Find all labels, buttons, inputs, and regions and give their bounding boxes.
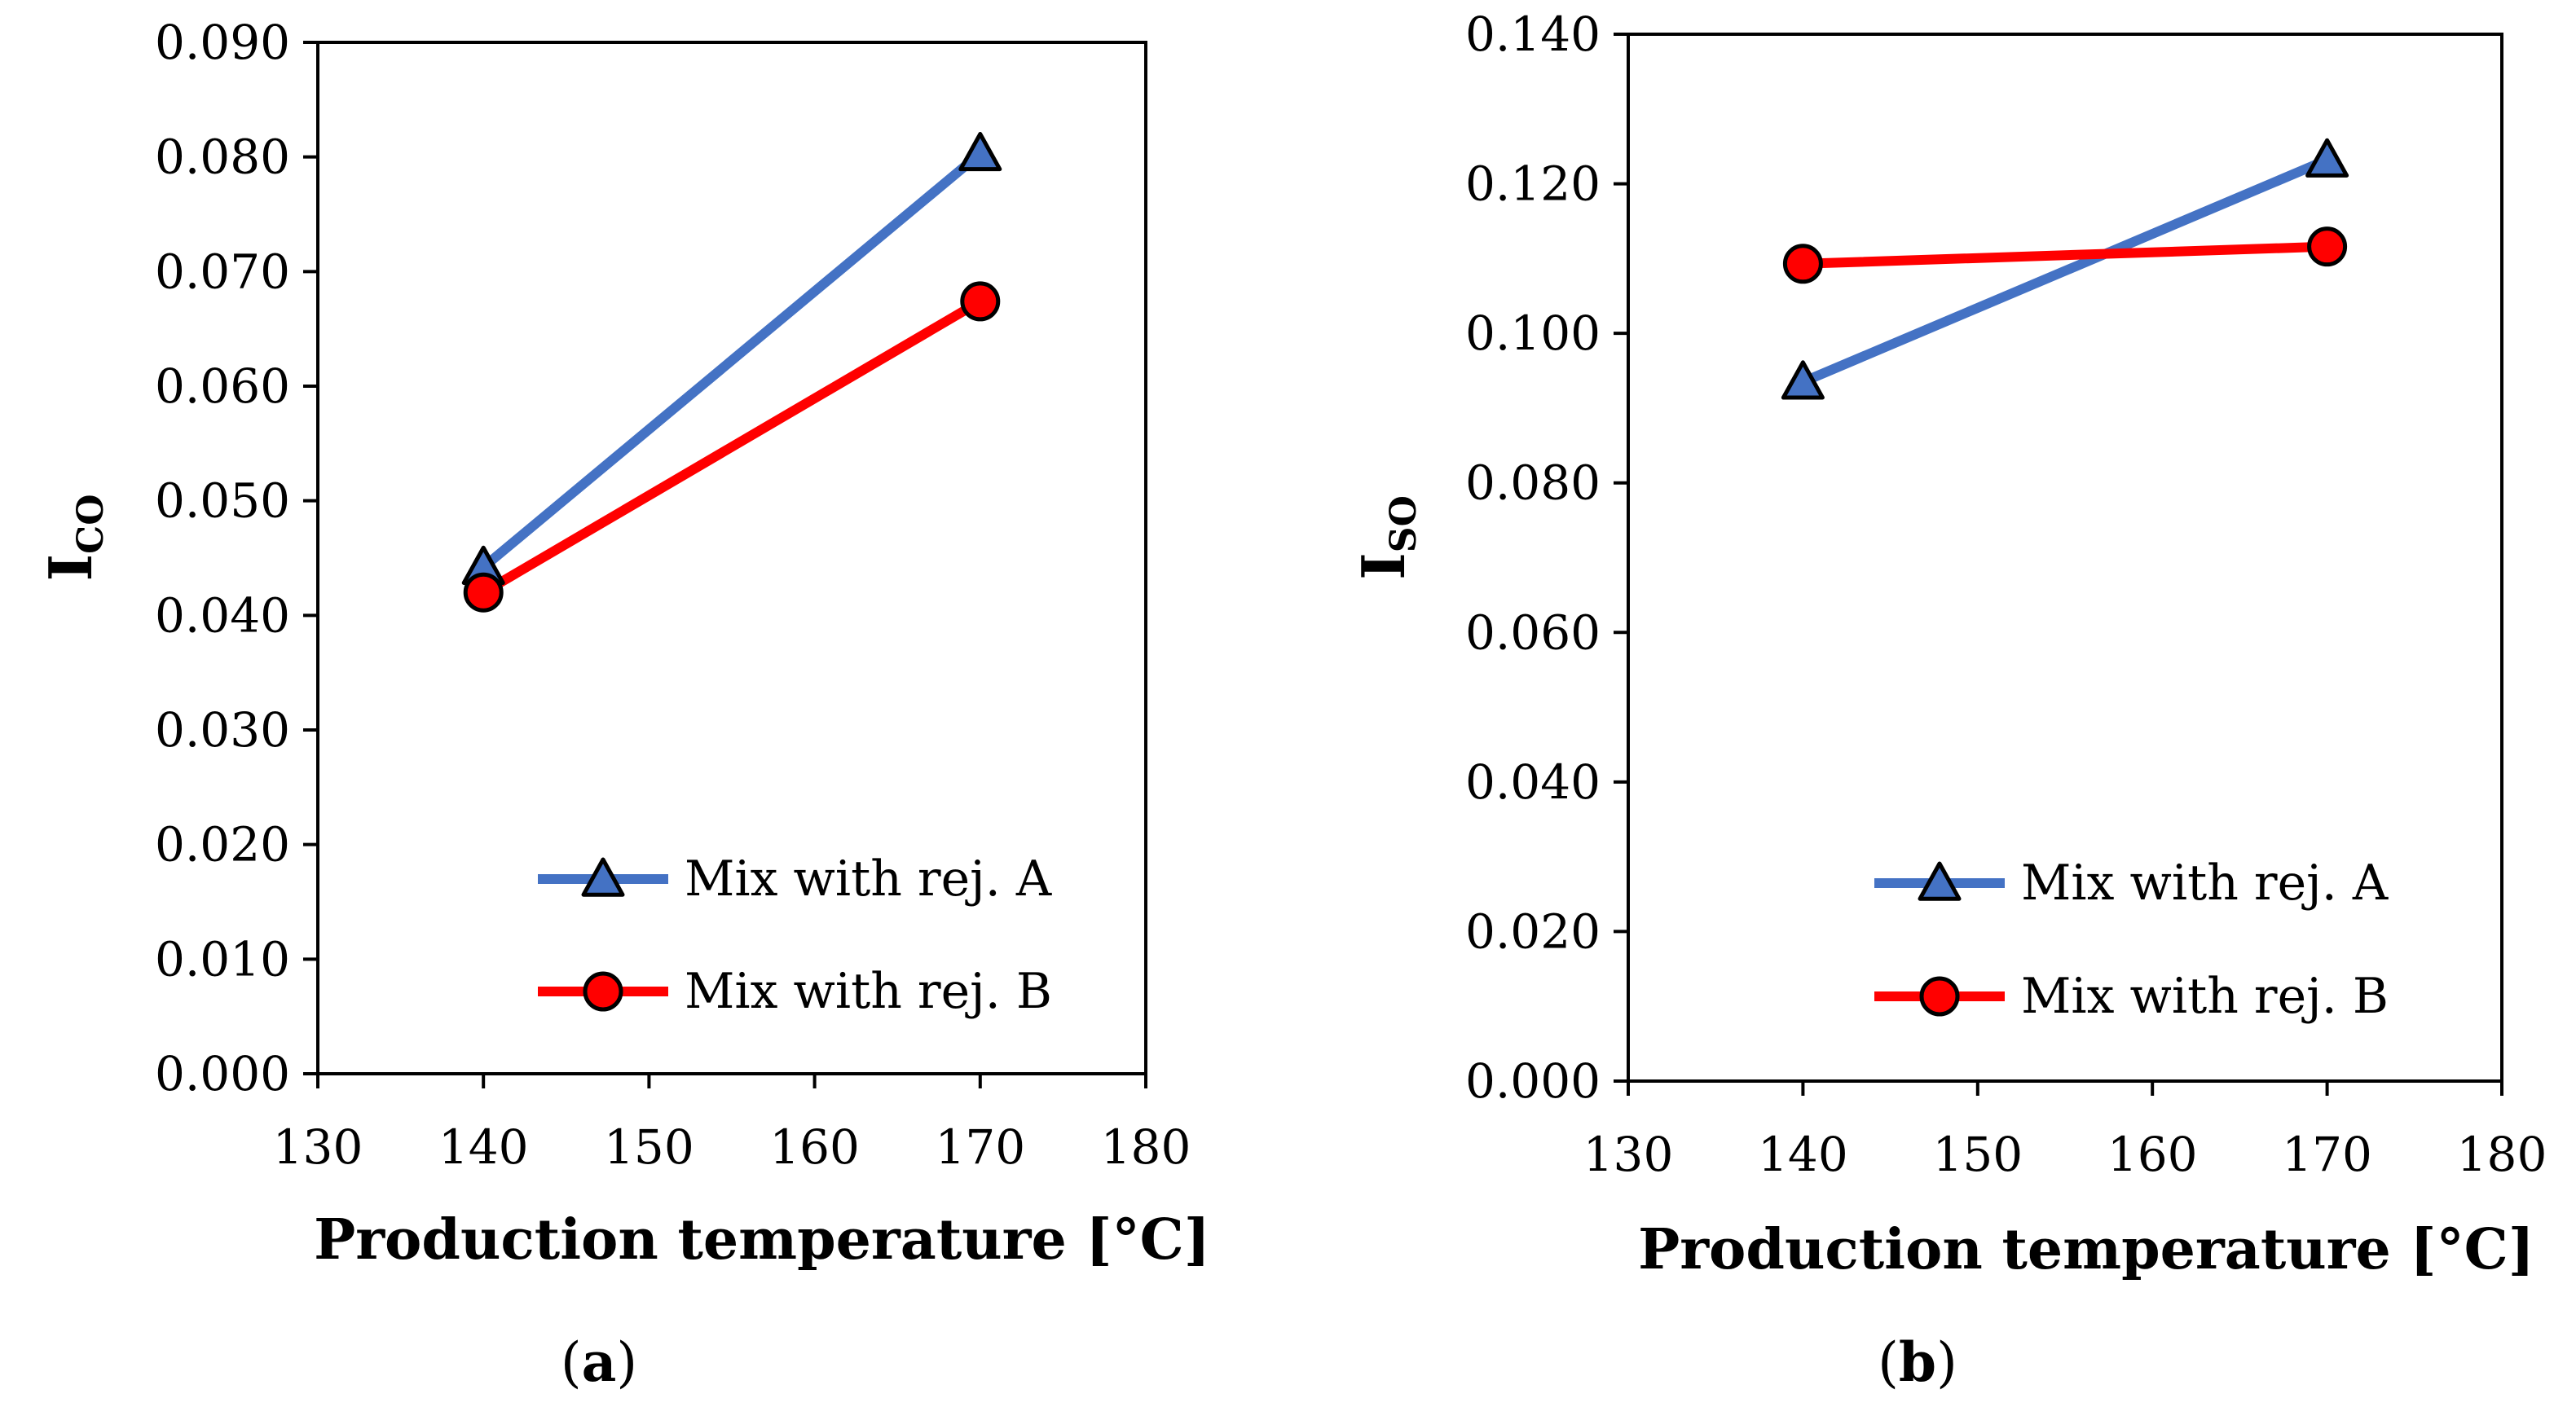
- panel-a-series-b-line: [478, 296, 985, 598]
- panel-a-y-tick-label: 0.020: [155, 817, 290, 873]
- panel-b-y-axis-label-sub: SO: [1383, 495, 1425, 552]
- panel-b-y-tick-label: 0.020: [1465, 903, 1601, 959]
- panel-b-y-tick-label: 0.100: [1465, 306, 1601, 361]
- panel-b-legend-series-a-label: Mix with rej. A: [2021, 855, 2389, 912]
- panel-a-y-tick-label: 0.070: [155, 244, 290, 299]
- panel-a-panel-letter: a: [582, 1330, 617, 1394]
- panel-b-series-a-point: [1781, 360, 1825, 400]
- panel-b-x-tick-label: 150: [1932, 1127, 2023, 1182]
- panel-b-x-tick-label: 170: [2282, 1127, 2372, 1182]
- panel-b-series-b-point: [2307, 226, 2348, 267]
- panel-b-y-tick-label: 0.120: [1465, 156, 1601, 212]
- panel-b-y-axis-label-main: I: [1349, 552, 1418, 580]
- panel-a-y-tick-label: 0.000: [155, 1046, 290, 1101]
- panel-a-y-tick-label: 0.010: [155, 931, 290, 987]
- panel-b-series-b-line: [1798, 241, 2332, 269]
- panel-a-series-a-point: [958, 131, 1002, 172]
- panel-b-x-tick-label: 160: [2107, 1127, 2198, 1182]
- panel-a-plot-frame: [316, 41, 1147, 1075]
- panel-a-legend-series-a-label: Mix with rej. A: [685, 851, 1052, 908]
- panel-b-series-b-point: [1782, 244, 1823, 284]
- panel-b-y-axis-label: ISO: [1349, 495, 1425, 580]
- panel-a-legend-series-a-marker: [581, 857, 625, 897]
- panel-b-legend-series-a-marker: [1918, 861, 1962, 901]
- panel-a-series-a-line: [478, 148, 985, 573]
- panel-a-chart: 0.000 0.010 0.020 0.030 0.040 0.050 0.060 0.070…: [36, 15, 1210, 1394]
- panel-a-y-tick-label: 0.040: [155, 587, 290, 643]
- panel-a-x-tick-label: 150: [604, 1119, 694, 1175]
- panel-b-legend-series-b-marker: [1919, 976, 1960, 1017]
- panel-a-panel-label: (a): [561, 1330, 637, 1394]
- panel-a-series-b-point: [960, 281, 1001, 322]
- panel-a-legend-series-b-marker: [583, 971, 623, 1012]
- panel-a-y-tick-label: 0.080: [155, 130, 290, 185]
- panel-a-y-tick-label: 0.060: [155, 358, 290, 414]
- panel-a-y-axis-label-main: I: [36, 554, 105, 582]
- panel-b-panel-label: (b): [1878, 1330, 1957, 1394]
- panel-a-x-tick-label: 130: [273, 1119, 363, 1175]
- panel-a-y-axis-label: ICO: [36, 494, 112, 581]
- panel-b-series-a-line: [1798, 155, 2332, 387]
- panel-b-legend-series-b-label: Mix with rej. B: [2021, 968, 2389, 1025]
- panel-a-x-tick-label: 170: [935, 1119, 1025, 1175]
- panel-b-y-tick-label: 0.080: [1465, 455, 1601, 511]
- panel-b-y-tick-label: 0.140: [1465, 7, 1601, 62]
- panel-b-plot-frame: [1627, 33, 2503, 1083]
- panel-b-y-tick-label: 0.000: [1465, 1053, 1601, 1109]
- panel-a-legend-series-b-label: Mix with rej. B: [685, 963, 1052, 1020]
- panel-a-series-b-point: [463, 572, 504, 613]
- panel-b-y-tick-label: 0.040: [1465, 754, 1601, 810]
- panel-a-x-tick-label: 160: [769, 1119, 860, 1175]
- panel-b-series-a-point: [2305, 138, 2349, 178]
- panel-a-y-axis-label-sub: CO: [70, 494, 112, 553]
- panel-b-y-tick-label: 0.060: [1465, 604, 1601, 660]
- panel-b-x-axis-label: Production temperature [°C]: [1638, 1217, 2534, 1282]
- panel-b-x-tick-label: 180: [2457, 1127, 2547, 1182]
- panel-a-x-tick-label: 180: [1101, 1119, 1191, 1175]
- panel-b-chart: 0.000 0.020 0.040 0.060 0.080 0.100 0.120 0.140…: [1349, 7, 2547, 1394]
- panel-a-y-tick-label: 0.050: [155, 473, 290, 529]
- panel-b-x-tick-label: 130: [1583, 1127, 1674, 1182]
- panel-a-y-tick-label: 0.090: [155, 15, 290, 70]
- panel-b-x-tick-label: 140: [1758, 1127, 1848, 1182]
- panel-a-x-tick-label: 140: [438, 1119, 529, 1175]
- panel-a-x-axis-label: Production temperature [°C]: [314, 1207, 1210, 1273]
- panel-b-panel-letter: b: [1899, 1330, 1936, 1394]
- panel-a-y-tick-label: 0.030: [155, 702, 290, 758]
